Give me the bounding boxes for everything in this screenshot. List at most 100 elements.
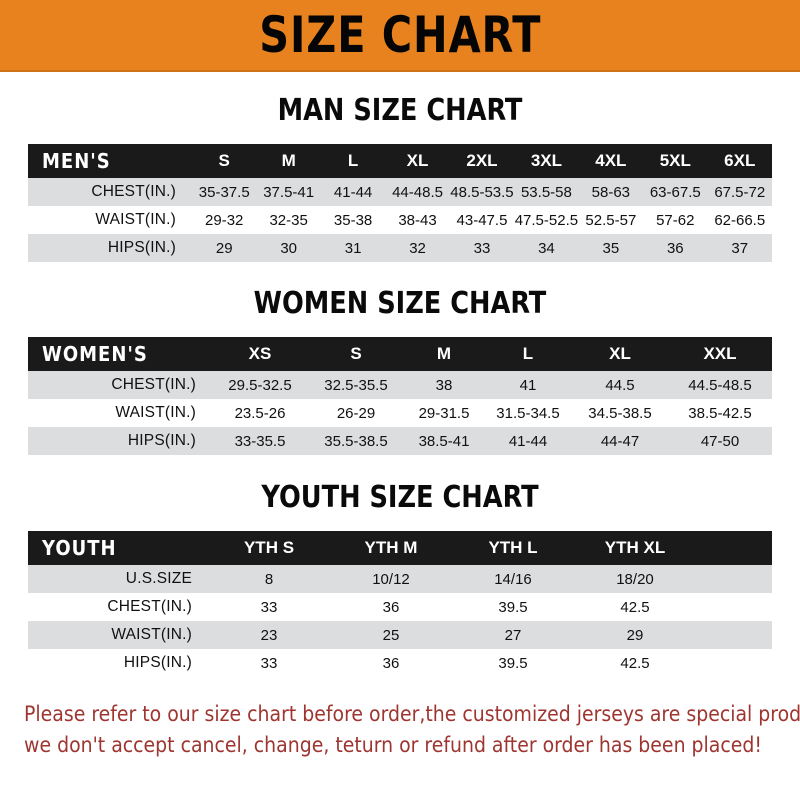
women-cell-1-4: 34.5-38.5 <box>588 404 652 422</box>
women-section-title: WOMEN SIZE CHART <box>253 286 547 321</box>
youth-size-section: YOUTH SIZE CHART YOUTH YTH S YTH M YTH L… <box>0 483 800 677</box>
man-header-row: MEN'S S M L XL 2XL 3XL 4XL 5XL 6XL <box>28 144 772 178</box>
youth-row-label-0: U.S.SIZE <box>125 570 192 587</box>
women-col-header-5: XXL <box>703 344 737 363</box>
table-row: CHEST(IN.) 35-37.5 37.5-41 41-44 44-48.5… <box>28 178 772 206</box>
man-cell-1-5: 47.5-52.5 <box>514 211 579 229</box>
table-row: WAIST(IN.) 29-32 32-35 35-38 38-43 43-47… <box>28 206 772 234</box>
youth-header-row: YOUTH YTH S YTH M YTH L YTH XL <box>28 531 772 565</box>
table-row: HIPS(IN.) 29 30 31 32 33 34 35 36 37 <box>28 234 772 262</box>
youth-cell-3-0: 33 <box>260 654 278 672</box>
man-section-title: MAN SIZE CHART <box>277 93 523 128</box>
women-table-head: WOMEN'S XS S M L XL XXL <box>28 337 772 371</box>
table-row: WAIST(IN.) 23 25 27 29 <box>28 621 772 649</box>
women-cell-0-3: 41 <box>519 376 537 394</box>
man-size-table: MEN'S S M L XL 2XL 3XL 4XL 5XL 6XL CHEST… <box>28 144 772 262</box>
youth-size-table: YOUTH YTH S YTH M YTH L YTH XL U.S.SIZE … <box>28 531 772 677</box>
women-size-section: WOMEN SIZE CHART WOMEN'S XS S M L XL XXL… <box>0 289 800 455</box>
footer-disclaimer-line-2: we don't accept cancel, change, teturn o… <box>24 733 762 757</box>
man-col-header-4: 2XL <box>466 151 498 170</box>
man-col-header-0: S <box>218 151 230 170</box>
youth-row-label-1: CHEST(IN.) <box>107 598 192 615</box>
women-row-label-1: WAIST(IN.) <box>115 404 196 421</box>
man-cell-0-7: 63-67.5 <box>649 183 701 201</box>
man-row-label-0: CHEST(IN.) <box>91 183 176 200</box>
women-row-label-2: HIPS(IN.) <box>127 432 196 449</box>
page-title: SIZE CHART <box>258 6 542 64</box>
women-col-header-3: L <box>522 344 534 363</box>
man-cell-0-5: 53.5-58 <box>520 183 572 201</box>
youth-row-head-label: YOUTH <box>42 536 117 560</box>
youth-cell-3-spacer <box>696 649 772 677</box>
man-cell-2-4: 33 <box>473 239 491 257</box>
man-cell-0-6: 58-63 <box>591 183 631 201</box>
women-cell-0-1: 32.5-35.5 <box>324 376 388 394</box>
page-banner: SIZE CHART <box>0 0 800 72</box>
women-cell-1-0: 23.5-26 <box>234 404 286 422</box>
youth-col-header-1: YTH M <box>364 538 418 557</box>
youth-row-label-3: HIPS(IN.) <box>123 654 192 671</box>
youth-cell-0-0: 8 <box>264 570 274 588</box>
table-row: HIPS(IN.) 33 36 39.5 42.5 <box>28 649 772 677</box>
women-cell-0-0: 29.5-32.5 <box>228 376 292 394</box>
footer-disclaimer: Please refer to our size chart before or… <box>24 699 800 761</box>
man-cell-0-3: 44-48.5 <box>392 183 443 201</box>
man-cell-2-1: 30 <box>280 239 297 257</box>
women-row-label-0: CHEST(IN.) <box>111 376 196 393</box>
man-col-header-6: 4XL <box>595 151 627 170</box>
women-cell-2-4: 44-47 <box>600 432 640 450</box>
man-cell-0-0: 35-37.5 <box>198 183 250 201</box>
man-cell-1-1: 32-35 <box>269 211 308 229</box>
man-cell-0-4: 48.5-53.5 <box>450 183 514 201</box>
women-cell-0-5: 44.5-48.5 <box>688 376 752 394</box>
youth-col-header-0: YTH S <box>243 538 295 557</box>
footer-disclaimer-line-1: Please refer to our size chart before or… <box>24 702 800 726</box>
youth-cell-0-spacer <box>696 565 772 593</box>
women-cell-2-1: 35.5-38.5 <box>324 432 388 450</box>
youth-cell-2-spacer <box>696 621 772 649</box>
women-header-row: WOMEN'S XS S M L XL XXL <box>28 337 772 371</box>
table-row: HIPS(IN.) 33-35.5 35.5-38.5 38.5-41 41-4… <box>28 427 772 455</box>
man-cell-1-2: 35-38 <box>333 211 373 229</box>
women-cell-0-4: 44.5 <box>605 376 635 394</box>
youth-cell-1-0: 33 <box>260 598 278 616</box>
youth-cell-3-3: 42.5 <box>620 654 650 672</box>
women-size-table: WOMEN'S XS S M L XL XXL CHEST(IN.) 29.5-… <box>28 337 772 455</box>
women-cell-1-2: 29-31.5 <box>418 404 470 422</box>
man-cell-2-3: 32 <box>409 239 426 257</box>
youth-row-label-2: WAIST(IN.) <box>111 626 192 643</box>
youth-cell-1-2: 39.5 <box>498 598 528 616</box>
women-table-body: CHEST(IN.) 29.5-32.5 32.5-35.5 38 41 44.… <box>28 371 772 455</box>
man-cell-2-0: 29 <box>215 239 233 257</box>
man-cell-1-0: 29-32 <box>205 211 244 229</box>
man-col-header-3: XL <box>406 151 429 170</box>
women-col-header-4: XL <box>609 344 631 363</box>
women-col-header-0: XS <box>248 344 272 363</box>
man-col-header-1: M <box>281 151 296 170</box>
youth-section-title: YOUTH SIZE CHART <box>261 480 539 515</box>
man-table-head: MEN'S S M L XL 2XL 3XL 4XL 5XL 6XL <box>28 144 772 178</box>
man-cell-1-6: 52.5-57 <box>585 211 637 229</box>
man-size-section: MAN SIZE CHART MEN'S S M L XL 2XL 3XL 4X… <box>0 96 800 262</box>
man-col-header-8: 6XL <box>724 151 756 170</box>
youth-cell-1-spacer <box>696 593 772 621</box>
women-cell-2-5: 47-50 <box>700 432 740 450</box>
youth-cell-3-1: 36 <box>382 654 400 672</box>
table-row: WAIST(IN.) 23.5-26 26-29 29-31.5 31.5-34… <box>28 399 772 427</box>
man-cell-2-7: 36 <box>666 239 684 257</box>
youth-cell-3-2: 39.5 <box>498 654 528 672</box>
women-col-header-2: M <box>436 344 452 363</box>
youth-cell-0-2: 14/16 <box>494 570 532 588</box>
man-cell-0-1: 37.5-41 <box>263 183 315 201</box>
man-cell-1-7: 57-62 <box>656 211 695 229</box>
man-cell-0-8: 67.5-72 <box>714 183 766 201</box>
women-cell-1-5: 38.5-42.5 <box>688 404 752 422</box>
youth-cell-2-1: 25 <box>382 626 400 644</box>
women-cell-1-1: 26-29 <box>336 404 376 422</box>
youth-cell-1-3: 42.5 <box>620 598 650 616</box>
youth-cell-1-1: 36 <box>382 598 400 616</box>
man-col-header-2: L <box>347 151 359 170</box>
man-cell-2-5: 34 <box>538 239 555 257</box>
youth-table-body: U.S.SIZE 8 10/12 14/16 18/20 CHEST(IN.) … <box>28 565 772 677</box>
youth-cell-0-1: 10/12 <box>372 570 410 588</box>
